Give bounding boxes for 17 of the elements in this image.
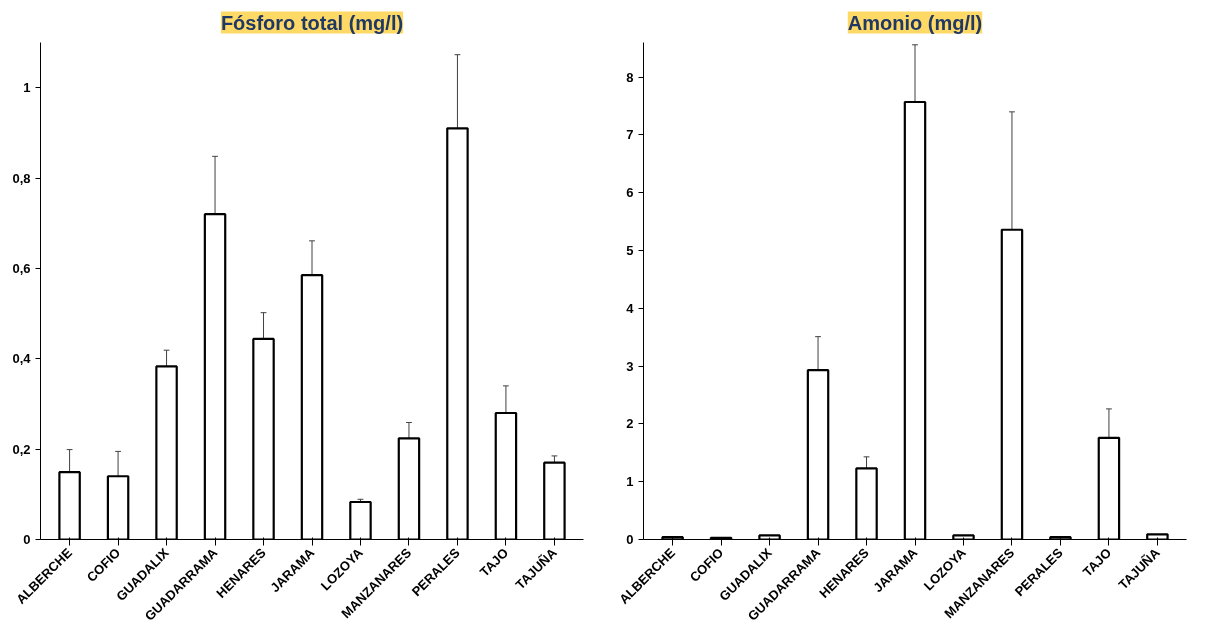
chart-title: Fósforo total (mg/l) [220, 11, 404, 34]
y-tick-label: 1 [23, 80, 31, 96]
y-tick-label: 0,2 [12, 441, 31, 457]
y-tick-label: 7 [626, 127, 634, 143]
y-tick-label: 0 [23, 532, 31, 547]
chart-title: Amonio (mg/l) [847, 11, 983, 34]
y-tick-label: 5 [626, 243, 634, 259]
y-tick-label: 2 [626, 416, 634, 432]
y-tick-label: 6 [626, 185, 634, 201]
y-tick-label: 8 [626, 69, 634, 85]
y-tick-label: 0,4 [12, 351, 32, 367]
y-tick-label: 0 [626, 532, 634, 547]
y-tick-label: 3 [626, 358, 634, 374]
y-tick-label: 0,6 [12, 260, 31, 276]
y-tick-label: 4 [626, 300, 635, 316]
y-tick-label: 1 [626, 474, 634, 490]
y-tick-label: 0,8 [12, 170, 31, 186]
